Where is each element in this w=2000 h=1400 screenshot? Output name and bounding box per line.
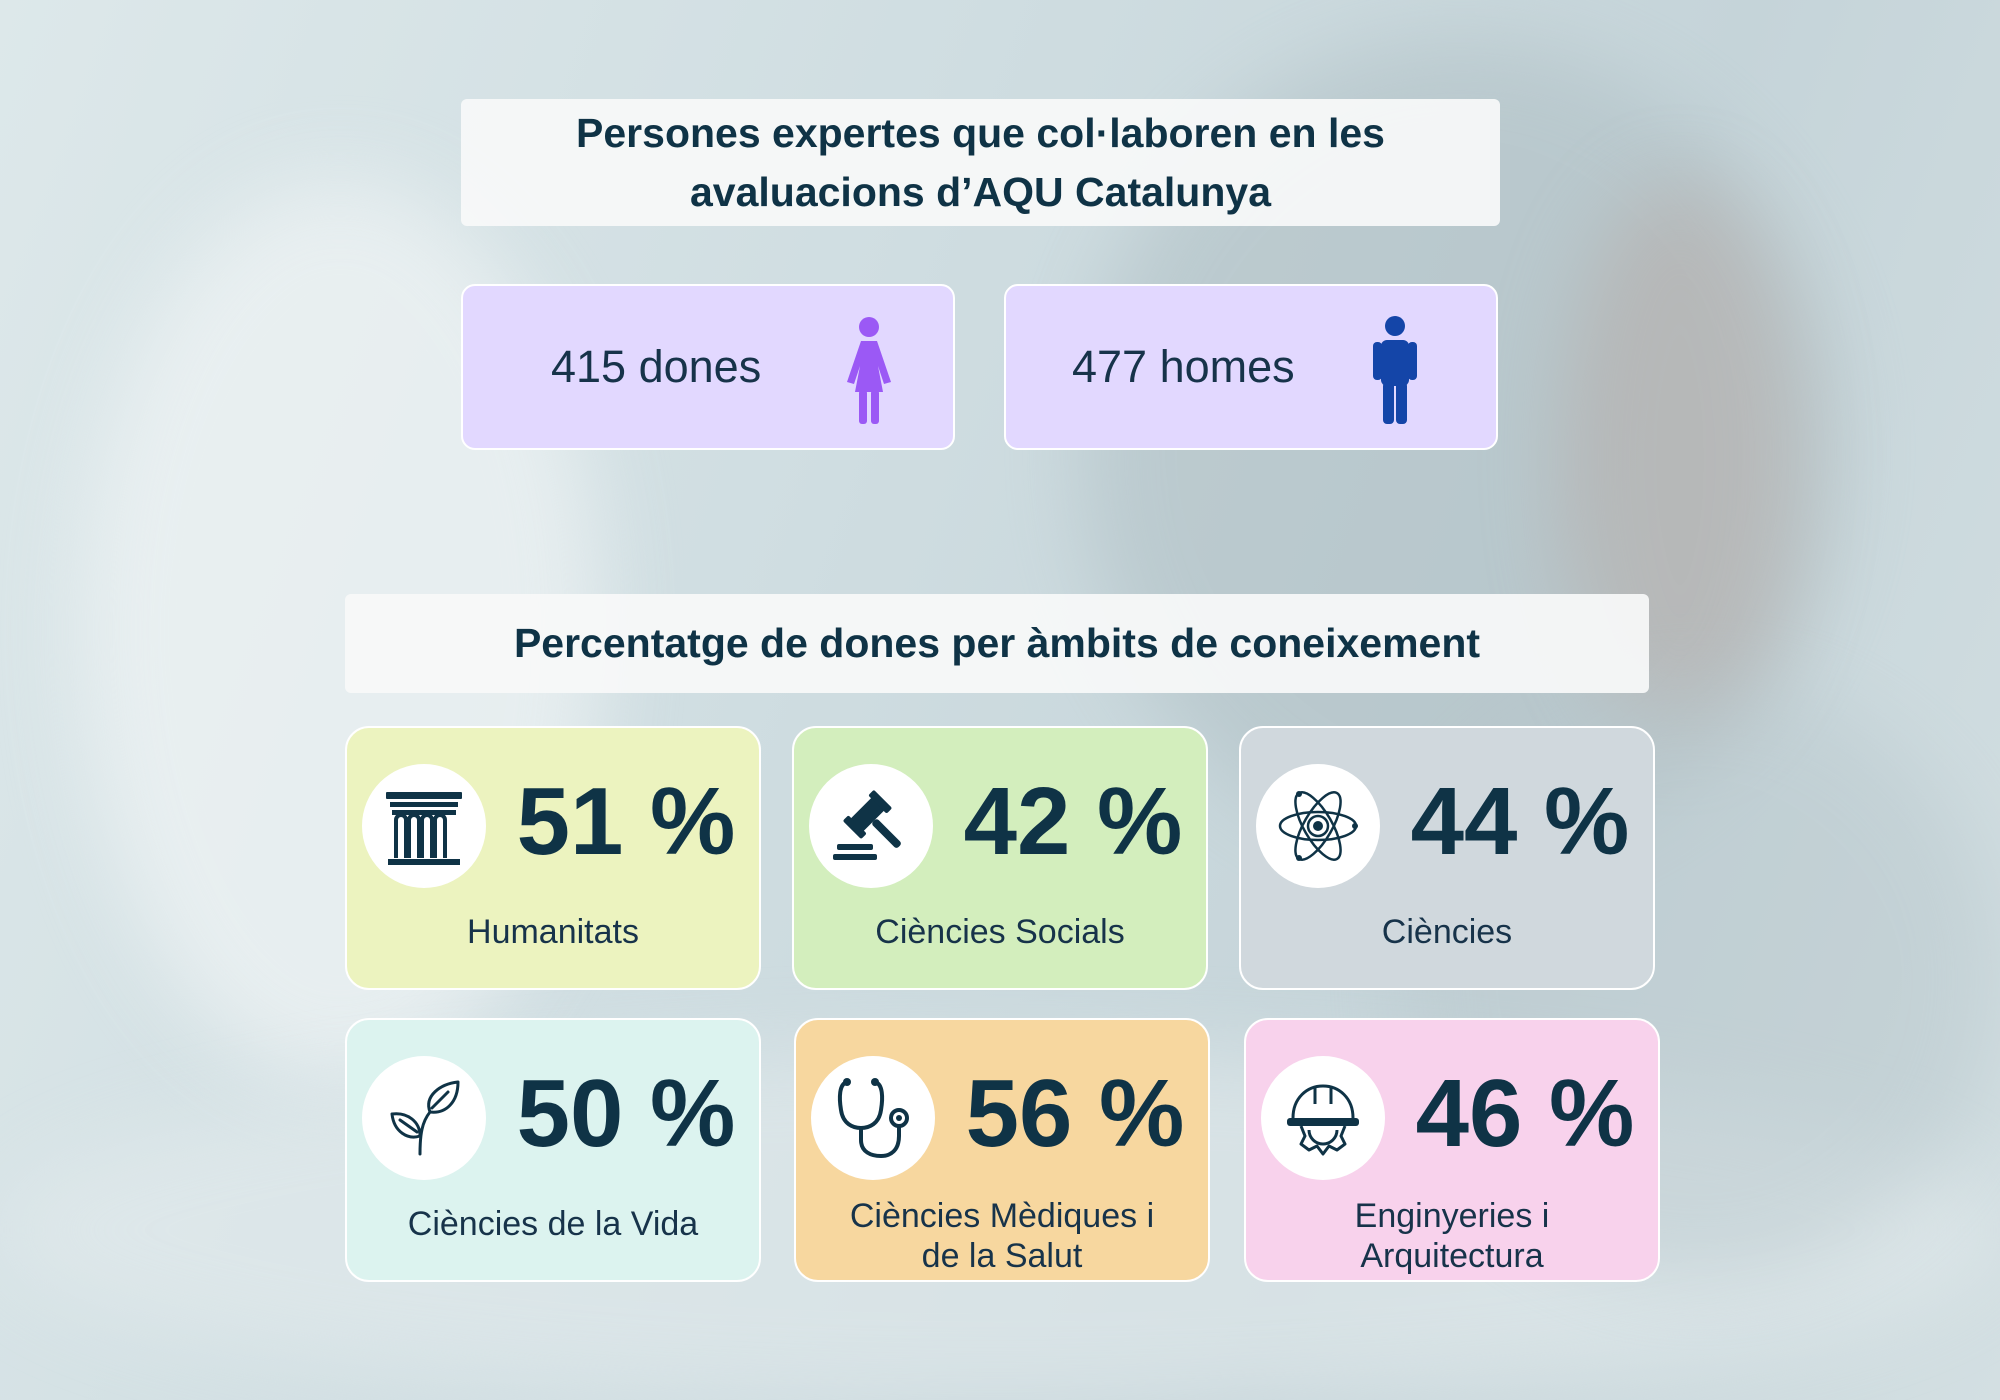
field-card-ciencies-de-la-vida: 50 % Ciències de la Vida: [345, 1018, 761, 1282]
percentage-value: 46 %: [1415, 1060, 1635, 1167]
main-title-panel: Persones expertes que col·laboren en les…: [461, 99, 1500, 226]
field-label: Enginyeries i Arquitectura: [1354, 1197, 1550, 1275]
percentage-value: 50 %: [516, 1060, 736, 1167]
field-card-humanitats: 51 % Humanitats: [345, 726, 761, 990]
section-title: Percentatge de dones per àmbits de conei…: [513, 620, 1481, 666]
percentage-value: 42 %: [963, 768, 1183, 875]
field-label: Ciències Socials: [875, 913, 1125, 951]
women-count-card: 415 dones: [461, 284, 955, 450]
percentage-value: 56 %: [965, 1060, 1185, 1167]
percentage-value: 51 %: [516, 768, 736, 875]
male-person-icon: [1373, 316, 1417, 424]
field-card-ciencies-mediques: 56 % Ciències Mèdiques i de la Salut: [794, 1018, 1210, 1282]
field-label: Ciències de la Vida: [407, 1205, 699, 1243]
gavel-icon: [833, 790, 901, 860]
column-icon: [386, 792, 462, 865]
field-card-enginyeries: 46 % Enginyeries i Arquitectura: [1244, 1018, 1660, 1282]
atom-icon: [1278, 791, 1358, 861]
percentage-value: 44 %: [1410, 768, 1630, 875]
field-label: Ciències Mèdiques i de la Salut: [849, 1197, 1155, 1275]
hardhat-gear-icon: [1287, 1084, 1359, 1156]
men-count-card: 477 homes: [1004, 284, 1498, 450]
field-card-ciencies-socials: 42 % Ciències Socials: [792, 726, 1208, 990]
leaf-icon: [390, 1080, 460, 1156]
men-count: 477 homes: [1072, 341, 1295, 392]
section-title-panel: Percentatge de dones per àmbits de conei…: [345, 594, 1649, 693]
main-title: Persones expertes que col·laboren en les…: [576, 109, 1385, 215]
women-count: 415 dones: [551, 341, 762, 392]
field-label: Humanitats: [467, 913, 639, 951]
field-label: Ciències: [1381, 913, 1513, 951]
stethoscope-icon: [837, 1078, 909, 1159]
female-person-icon: [847, 317, 891, 424]
field-card-ciencies: 44 % Ciències: [1239, 726, 1655, 990]
